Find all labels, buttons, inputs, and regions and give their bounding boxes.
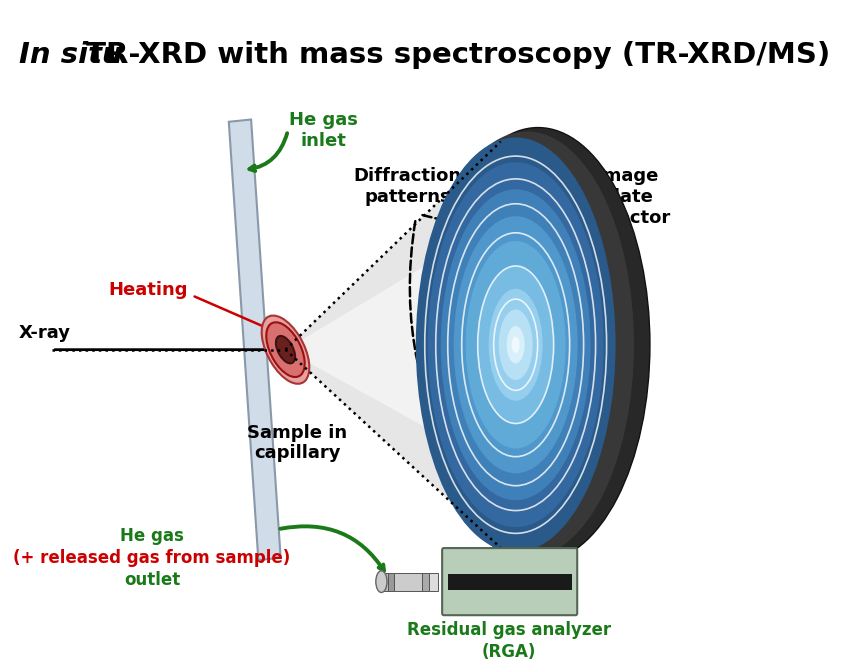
Ellipse shape: [376, 571, 387, 592]
Text: Sample in
capillary: Sample in capillary: [247, 423, 347, 462]
Ellipse shape: [477, 266, 553, 423]
Bar: [379, 573, 388, 590]
FancyBboxPatch shape: [441, 548, 577, 615]
Polygon shape: [228, 119, 280, 560]
Polygon shape: [285, 141, 525, 548]
Text: (+ released gas from sample): (+ released gas from sample): [14, 549, 291, 567]
Polygon shape: [285, 141, 525, 548]
Ellipse shape: [453, 216, 577, 473]
Bar: [447, 574, 571, 590]
Bar: [428, 573, 438, 590]
Text: He gas: He gas: [120, 527, 184, 545]
Ellipse shape: [511, 336, 519, 353]
Text: Diffraction
patterns: Diffraction patterns: [354, 167, 461, 206]
Ellipse shape: [426, 127, 649, 562]
Text: Residual gas analyzer: Residual gas analyzer: [406, 621, 611, 639]
Bar: [422, 573, 428, 590]
Ellipse shape: [266, 322, 304, 377]
Bar: [388, 573, 394, 590]
Ellipse shape: [465, 241, 565, 448]
Ellipse shape: [427, 162, 603, 527]
Text: Image
plate
detector: Image plate detector: [584, 167, 670, 226]
Text: outlet: outlet: [124, 571, 180, 589]
Ellipse shape: [415, 137, 615, 552]
Bar: [394, 573, 422, 590]
Text: X-ray: X-ray: [19, 324, 71, 342]
Text: In situ: In situ: [19, 42, 122, 70]
Ellipse shape: [275, 336, 295, 363]
Text: TR-XRD with mass spectroscopy (TR-XRD/MS): TR-XRD with mass spectroscopy (TR-XRD/MS…: [76, 42, 829, 70]
Text: Heating: Heating: [108, 281, 187, 299]
Ellipse shape: [440, 189, 590, 500]
Ellipse shape: [506, 326, 524, 363]
Ellipse shape: [419, 131, 633, 558]
Ellipse shape: [262, 316, 309, 384]
Text: He gas
inlet: He gas inlet: [289, 111, 358, 149]
Polygon shape: [285, 141, 525, 548]
Text: (RGA): (RGA): [481, 643, 536, 661]
Ellipse shape: [488, 289, 542, 401]
Polygon shape: [285, 220, 515, 469]
Ellipse shape: [498, 310, 532, 380]
